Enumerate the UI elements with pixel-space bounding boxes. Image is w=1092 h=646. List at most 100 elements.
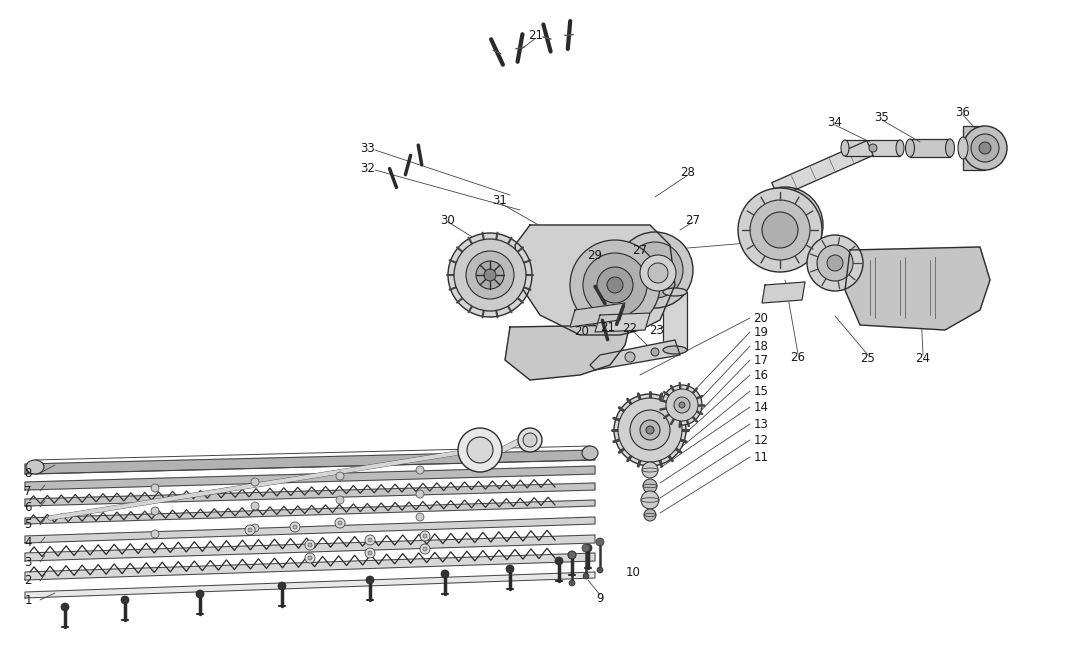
- Circle shape: [251, 478, 259, 486]
- Text: 17: 17: [753, 353, 769, 366]
- Polygon shape: [25, 450, 595, 474]
- Text: 6: 6: [24, 501, 32, 514]
- Circle shape: [506, 565, 514, 573]
- Circle shape: [151, 530, 159, 538]
- Circle shape: [775, 215, 795, 235]
- Ellipse shape: [905, 139, 914, 157]
- Polygon shape: [25, 553, 595, 580]
- Circle shape: [651, 348, 658, 356]
- Circle shape: [420, 544, 430, 554]
- Circle shape: [484, 269, 496, 281]
- Circle shape: [458, 428, 502, 472]
- Text: 22: 22: [622, 322, 638, 335]
- Circle shape: [368, 551, 372, 555]
- Circle shape: [614, 394, 686, 466]
- Ellipse shape: [663, 288, 687, 296]
- Ellipse shape: [958, 137, 968, 159]
- Ellipse shape: [26, 460, 44, 474]
- Text: 16: 16: [753, 368, 769, 382]
- Circle shape: [674, 397, 690, 413]
- Circle shape: [293, 525, 297, 529]
- Polygon shape: [505, 325, 630, 380]
- Polygon shape: [570, 303, 625, 327]
- Circle shape: [817, 245, 853, 281]
- Circle shape: [643, 479, 657, 493]
- Text: 4: 4: [24, 536, 32, 550]
- Circle shape: [420, 531, 430, 541]
- Circle shape: [971, 134, 999, 162]
- Circle shape: [61, 603, 69, 611]
- Text: 12: 12: [753, 433, 769, 446]
- Text: 11: 11: [753, 450, 769, 463]
- Circle shape: [640, 420, 660, 440]
- Circle shape: [568, 551, 575, 559]
- Circle shape: [648, 263, 668, 283]
- Ellipse shape: [641, 498, 658, 502]
- Text: 27: 27: [632, 244, 648, 256]
- Circle shape: [644, 509, 656, 521]
- Circle shape: [555, 557, 563, 565]
- Circle shape: [627, 242, 682, 298]
- Polygon shape: [25, 483, 595, 506]
- Text: 25: 25: [860, 351, 876, 364]
- Circle shape: [441, 570, 449, 578]
- Text: 35: 35: [875, 110, 889, 123]
- Circle shape: [448, 233, 532, 317]
- Text: 34: 34: [828, 116, 842, 129]
- Circle shape: [195, 590, 204, 598]
- Text: 20: 20: [574, 324, 590, 337]
- Circle shape: [467, 437, 492, 463]
- Text: 21: 21: [601, 320, 616, 333]
- Ellipse shape: [643, 484, 657, 488]
- Circle shape: [963, 126, 1007, 170]
- Bar: [963, 126, 985, 170]
- Bar: [845, 140, 900, 156]
- Circle shape: [807, 235, 863, 291]
- Polygon shape: [590, 340, 680, 370]
- Bar: [910, 139, 950, 157]
- Text: 28: 28: [680, 165, 696, 178]
- Text: 14: 14: [753, 401, 769, 413]
- Circle shape: [416, 513, 424, 521]
- Text: 8: 8: [24, 466, 32, 479]
- Circle shape: [738, 188, 822, 272]
- Text: 29: 29: [587, 249, 603, 262]
- Polygon shape: [25, 500, 595, 524]
- Polygon shape: [772, 141, 874, 197]
- Ellipse shape: [642, 468, 658, 472]
- Circle shape: [869, 144, 877, 152]
- Circle shape: [827, 255, 843, 271]
- Polygon shape: [25, 572, 595, 598]
- Circle shape: [980, 142, 992, 154]
- Text: 24: 24: [915, 351, 930, 364]
- Circle shape: [747, 187, 823, 263]
- Circle shape: [336, 496, 344, 504]
- Circle shape: [466, 251, 514, 299]
- Circle shape: [679, 402, 685, 408]
- Circle shape: [476, 261, 505, 289]
- Circle shape: [366, 576, 373, 584]
- Text: 20: 20: [753, 311, 769, 324]
- Circle shape: [305, 553, 314, 563]
- Circle shape: [305, 540, 314, 550]
- Text: 30: 30: [441, 213, 455, 227]
- Ellipse shape: [946, 139, 954, 157]
- Circle shape: [365, 535, 375, 545]
- Text: 3: 3: [24, 556, 32, 568]
- Circle shape: [416, 466, 424, 474]
- Text: 5: 5: [24, 519, 32, 532]
- Circle shape: [336, 472, 344, 480]
- Circle shape: [339, 521, 342, 525]
- Text: 2: 2: [24, 574, 32, 587]
- Circle shape: [518, 428, 542, 452]
- Circle shape: [368, 538, 372, 542]
- Circle shape: [642, 462, 658, 478]
- Circle shape: [251, 524, 259, 532]
- Circle shape: [251, 502, 259, 510]
- Circle shape: [750, 200, 810, 260]
- Circle shape: [597, 267, 633, 303]
- Circle shape: [607, 277, 624, 293]
- Circle shape: [248, 528, 252, 532]
- Text: 9: 9: [596, 592, 604, 605]
- Ellipse shape: [582, 446, 598, 460]
